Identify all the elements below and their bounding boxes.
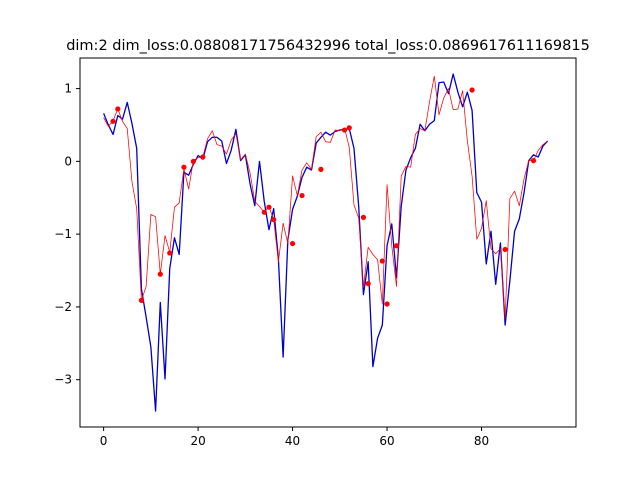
- marker-point: [266, 204, 272, 210]
- marker-point: [360, 214, 367, 220]
- marker-point: [200, 154, 206, 160]
- marker-point: [261, 209, 267, 215]
- marker-point: [346, 125, 352, 131]
- y-tick-label: −1: [54, 227, 72, 241]
- x-axis: 0 20 40 60 80: [100, 427, 489, 448]
- y-tick-label: −3: [54, 373, 72, 387]
- y-tick-label: 0: [64, 154, 72, 168]
- marker-point: [530, 158, 537, 164]
- marker-point: [299, 192, 305, 199]
- marker-point: [393, 243, 400, 249]
- series-line-blue: [103, 73, 549, 412]
- x-tick-label: 60: [379, 434, 394, 448]
- marker-point: [138, 297, 145, 303]
- y-tick-label: 1: [64, 82, 72, 96]
- marker-point: [379, 258, 385, 264]
- marker-point: [341, 127, 348, 133]
- x-tick-label: 40: [285, 434, 300, 448]
- marker-point: [181, 164, 187, 170]
- y-axis: 1 0 −1 −2 −3: [54, 82, 80, 387]
- series-line-red: [103, 75, 548, 319]
- x-tick-label: 20: [190, 434, 205, 448]
- axes-frame: [79, 57, 577, 428]
- x-tick-label: 0: [100, 434, 108, 448]
- marker-point: [271, 216, 277, 223]
- marker-point: [157, 271, 163, 277]
- marker-point: [190, 158, 196, 164]
- marker-point: [502, 246, 508, 253]
- marker-point: [469, 87, 475, 93]
- marker-point: [365, 281, 371, 287]
- chart-title: dim:2 dim_loss:0.08808171756432996 total…: [66, 38, 590, 54]
- marker-point: [110, 118, 116, 124]
- marker-point: [167, 250, 173, 256]
- y-tick-label: −2: [54, 300, 72, 314]
- x-tick-label: 80: [474, 434, 489, 448]
- marker-point: [384, 301, 390, 307]
- plot-area: [103, 73, 549, 412]
- marker-point: [289, 240, 296, 247]
- marker-point: [115, 106, 121, 112]
- marker-point: [318, 166, 324, 172]
